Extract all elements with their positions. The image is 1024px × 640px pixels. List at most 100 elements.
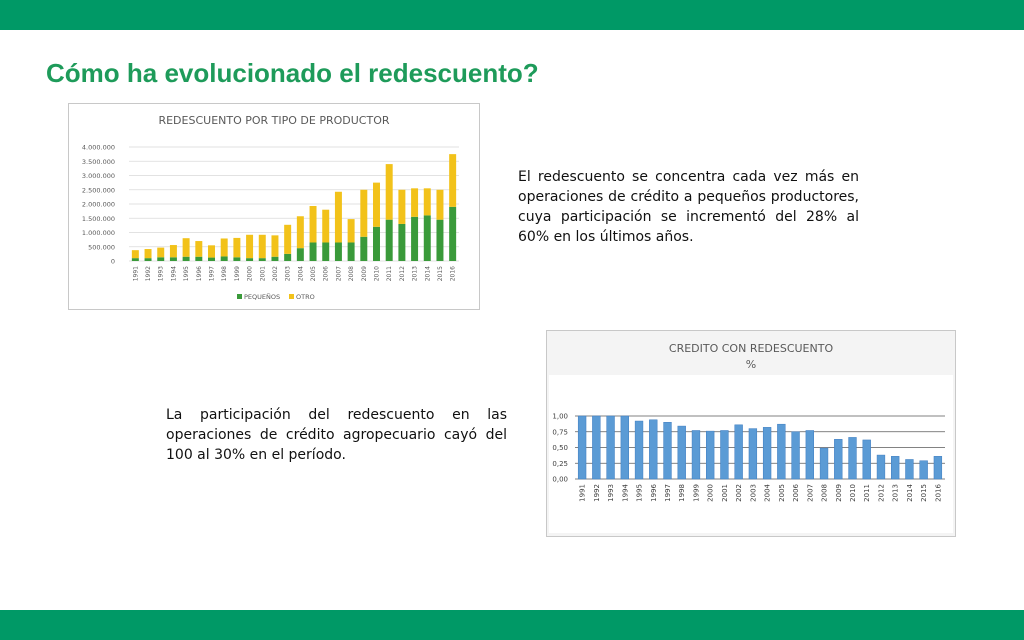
chart-1-bar-pequenos	[195, 256, 203, 261]
chart-1-bar-otro	[233, 237, 241, 258]
chart-1-bar-otro	[398, 189, 406, 224]
chart-1-bar-pequenos	[322, 242, 330, 261]
chart-2-xtick: 1997	[664, 484, 672, 502]
chart-2-ytick: 0,25	[552, 460, 568, 468]
chart-2-bar	[663, 422, 672, 480]
chart-1-ytick: 2.000.000	[82, 201, 115, 209]
chart-2-bar	[592, 415, 601, 480]
chart-2-xtick: 2000	[707, 484, 715, 502]
chart-1-bar-pequenos	[284, 253, 292, 261]
chart-2-bar	[805, 430, 814, 480]
chart-1-bar-otro	[157, 247, 165, 258]
chart-2-bar	[862, 439, 871, 480]
chart-2-bar	[677, 425, 686, 480]
chart-2-title: CREDITO CON REDESCUENTO	[668, 342, 834, 355]
chart-1-bar-otro	[258, 234, 266, 259]
chart-2-xtick: 1996	[650, 483, 658, 501]
chart-1-xtick: 2013	[412, 266, 419, 281]
chart-2-bar	[606, 415, 615, 480]
chart-1-bar-pequenos	[220, 256, 228, 261]
chart-2-bar	[876, 454, 886, 480]
chart-1-xtick: 2002	[272, 266, 279, 281]
chart-2-xtick: 2003	[749, 484, 757, 502]
chart-1-bar-pequenos	[246, 258, 254, 261]
chart-1-bar-pequenos	[423, 215, 431, 261]
chart-1-xtick: 2014	[424, 266, 431, 281]
chart-1-bar-otro	[411, 188, 419, 217]
chart-2-xtick: 2005	[778, 484, 786, 502]
chart-1-bar-otro	[385, 164, 393, 220]
chart-1-bar-pequenos	[258, 258, 266, 261]
chart-1-xtick: 2016	[450, 266, 457, 281]
chart-credito-con-redescuento: CREDITO CON REDESCUENTO % 0,00 0,25 0,50 0,…	[546, 330, 956, 537]
chart-1-bar-pequenos	[271, 256, 279, 261]
chart-2-bar	[919, 460, 928, 480]
chart-2-xtick: 2004	[764, 483, 772, 501]
chart-2-subtitle: %	[745, 358, 757, 371]
chart-1-bar-pequenos	[436, 219, 444, 261]
chart-1-bar-otro	[309, 205, 317, 243]
chart-1-xtick: 2010	[374, 266, 381, 281]
chart-1-ytick: 2.500.000	[82, 186, 115, 194]
chart-2-xtick: 1995	[636, 484, 644, 502]
chart-1-xtick: 1992	[145, 266, 152, 281]
chart-1-xtick: 2003	[285, 266, 292, 281]
chart-2-xtick: 1992	[593, 484, 601, 502]
chart-2-xtick: 1993	[607, 484, 615, 502]
chart-2-ytick: 0,75	[552, 428, 568, 436]
chart-1-xtick: 1999	[234, 266, 241, 281]
chart-1-bar-pequenos	[449, 206, 457, 261]
chart-1-bar-otro	[208, 245, 215, 258]
chart-2-bar	[634, 420, 644, 480]
chart-1-xtick: 1998	[221, 266, 228, 281]
chart-1-ytick: 500.000	[88, 243, 115, 251]
chart-1-ytick: 1.000.000	[82, 229, 115, 237]
chart-2-ytick: 1,00	[552, 413, 568, 421]
chart-1-bar-otro	[296, 216, 304, 249]
chart-2-xtick: 2013	[892, 484, 900, 502]
chart-1-bar-pequenos	[373, 226, 380, 261]
chart-2-xtick: 2011	[863, 484, 871, 502]
chart-1-bar-pequenos	[347, 242, 355, 261]
chart-1-xtick: 1993	[158, 266, 165, 281]
chart-2-bar	[777, 423, 786, 480]
chart-1-bar-pequenos	[208, 257, 215, 261]
chart-2-xtick: 2001	[721, 484, 729, 502]
chart-1-xtick: 2000	[247, 266, 254, 281]
chart-2-xtick: 2014	[906, 483, 914, 501]
chart-1-legend-otro: OTRO	[296, 293, 315, 301]
chart-1-xtick: 1994	[170, 266, 177, 281]
chart-1-ytick: 0	[111, 258, 115, 266]
chart-1-ytick: 1.500.000	[82, 215, 115, 223]
chart-2-bar	[891, 456, 900, 480]
chart-1-bar-otro	[423, 188, 431, 216]
chart-2-bar	[791, 431, 800, 480]
chart-1-bar-otro	[144, 249, 152, 259]
chart-2-xtick: 1994	[621, 483, 629, 501]
chart-1-bar-otro	[334, 191, 342, 243]
chart-2-bar	[691, 430, 701, 480]
chart-1-bar-pequenos	[398, 223, 406, 261]
chart-1-ytick: 3.000.000	[82, 172, 115, 180]
chart-1-bar-pequenos	[131, 258, 139, 261]
chart-2-xtick: 1991	[579, 484, 587, 502]
chart-1-legend-pequenos: PEQUEÑOS	[244, 292, 280, 301]
chart-2-xtick: 1999	[692, 484, 700, 502]
chart-2-xtick: 2008	[821, 484, 829, 502]
chart-1-bar-otro	[284, 224, 292, 254]
chart-2-ytick: 0,50	[552, 444, 568, 452]
chart-2-xtick: 2016	[934, 483, 942, 501]
chart-2-bar	[720, 430, 729, 480]
chart-1-xtick: 1997	[209, 266, 216, 281]
chart-1-xtick: 2009	[361, 266, 368, 281]
chart-2-svg: 0,00 0,25 0,50 0,75 1,00 1991 1992 1993 1994 1995…	[549, 375, 953, 533]
chart-1-bar-pequenos	[233, 257, 241, 261]
chart-2-bar	[706, 430, 715, 480]
chart-2-xtick: 1998	[678, 484, 686, 502]
chart-1-bar-pequenos	[182, 256, 190, 261]
paragraph-participacion: La participación del redescuento en las …	[166, 407, 507, 463]
paragraph-pequenos-productores: El redescuento se concentra cada vez más…	[518, 169, 859, 245]
chart-1-bar-pequenos	[385, 219, 393, 261]
chart-1-bar-otro	[246, 234, 254, 259]
chart-1-legend-swatch-otro	[289, 294, 294, 299]
